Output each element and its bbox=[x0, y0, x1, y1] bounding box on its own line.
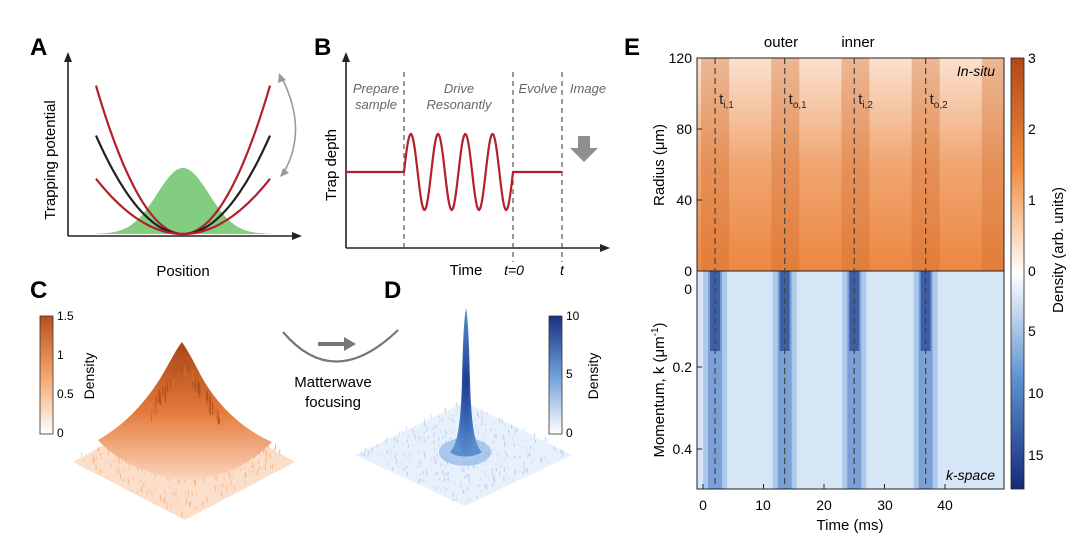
x-tick-time: 30 bbox=[877, 497, 893, 513]
y-ticks-momentum: 0 0.2 0.4 bbox=[673, 281, 702, 457]
x-tick-time: 20 bbox=[816, 497, 832, 513]
panel-d: D 10 5 0 Density bbox=[355, 277, 601, 506]
trap-depth-curve bbox=[346, 132, 562, 212]
colorbar-c-tick: 1 bbox=[57, 348, 64, 362]
panel-a: A Position Trapping potential bbox=[30, 34, 302, 280]
colorbar-e-tick: 10 bbox=[1028, 385, 1044, 401]
colorbar-e-label: Density (arb. units) bbox=[1050, 187, 1067, 313]
colorbar-c-tick: 0.5 bbox=[57, 387, 74, 401]
y-tick-momentum: 0.4 bbox=[673, 441, 693, 457]
marker-t: t bbox=[560, 262, 565, 278]
colorbar-d-label: Density bbox=[585, 353, 601, 400]
y-tick-momentum: 0 bbox=[684, 281, 692, 297]
y-tick-radius: 40 bbox=[676, 192, 692, 208]
y-label-a: Trapping potential bbox=[42, 100, 59, 220]
panel-label-b: B bbox=[314, 34, 331, 61]
y-label-momentum: Momentum, k (μm-1) bbox=[650, 322, 668, 457]
y-label-b: Trap depth bbox=[323, 129, 340, 201]
time-markers: ti,1 to,1 ti,2 to,2 bbox=[714, 58, 949, 489]
insitu-label: In-situ bbox=[957, 63, 995, 79]
focusing-label-1: Matterwave bbox=[294, 374, 372, 391]
colorbar-e-tick: 5 bbox=[1028, 323, 1036, 339]
top-label-inner: inner bbox=[841, 34, 874, 51]
time-marker-label: ti,1 bbox=[719, 91, 734, 111]
surface-peak-c bbox=[98, 342, 272, 480]
y-tick-momentum: 0.2 bbox=[673, 359, 693, 375]
kspace-label: k-space bbox=[946, 467, 995, 483]
lens-arc bbox=[282, 329, 399, 363]
y-axis-arrow-a bbox=[64, 52, 72, 62]
colorbar-e-tick: 2 bbox=[1028, 121, 1036, 137]
colorbar-d-tick: 10 bbox=[566, 309, 580, 323]
phase-label-prepare-2: sample bbox=[355, 97, 397, 112]
focusing-label-2: focusing bbox=[305, 394, 361, 411]
marker-t0: t=0 bbox=[504, 262, 524, 278]
focusing-arrow-icon bbox=[344, 337, 356, 351]
y-tick-radius: 120 bbox=[669, 50, 693, 66]
panel-label-a: A bbox=[30, 34, 47, 61]
panel-label-d: D bbox=[384, 277, 401, 304]
y-axis-arrow-b bbox=[342, 52, 350, 62]
y-label-radius: Radius (μm) bbox=[651, 124, 668, 206]
y-tick-radius: 80 bbox=[676, 121, 692, 137]
heatmap-frame bbox=[696, 57, 1005, 490]
modulation-arrowhead-bottom bbox=[280, 168, 289, 177]
x-axis-arrow-a bbox=[292, 232, 302, 240]
colorbar-c bbox=[39, 315, 54, 435]
x-tick-time: 0 bbox=[699, 497, 707, 513]
phase-label-image: Image bbox=[570, 81, 606, 96]
y-label-momentum-sup: -1 bbox=[650, 327, 661, 336]
x-tick-time: 10 bbox=[755, 497, 771, 513]
density-profile-a bbox=[96, 168, 270, 234]
colorbar-e-tick: 3 bbox=[1028, 50, 1036, 66]
panel-label-c: C bbox=[30, 277, 47, 304]
x-ticks-time: 0 10 20 30 40 bbox=[699, 484, 953, 513]
y-label-momentum-text: Momentum, k (μm bbox=[651, 336, 668, 457]
panel-c: C 1.5 1 0.5 0 Density bbox=[30, 277, 295, 520]
panel-b: B Prepare sample Drive Resonantly Evolve… bbox=[314, 34, 610, 279]
y-tick-radius: 0 bbox=[684, 263, 692, 279]
potential-curve-weak bbox=[95, 178, 271, 236]
x-label-b: Time bbox=[450, 262, 483, 279]
modulation-arrow bbox=[281, 77, 297, 173]
phase-label-prepare-1: Prepare bbox=[353, 81, 399, 96]
panel-e: E ti,1 to,1 ti,2 to,2 outer inner In-situ k… bbox=[624, 34, 1067, 534]
time-marker-label: ti,2 bbox=[858, 91, 873, 111]
x-label-e: Time (ms) bbox=[817, 517, 884, 534]
x-axis-arrow-b bbox=[600, 244, 610, 252]
heatmap-insitu-fade bbox=[697, 58, 1004, 271]
colorbar-d bbox=[548, 315, 563, 435]
heatmap-insitu-bands bbox=[701, 58, 1004, 271]
phase-label-drive-2: Resonantly bbox=[426, 97, 493, 112]
colorbar-c-tick: 0 bbox=[57, 426, 64, 440]
panel-label-e: E bbox=[624, 34, 640, 61]
colorbar-e-tick: 1 bbox=[1028, 192, 1036, 208]
phase-label-drive-1: Drive bbox=[444, 81, 474, 96]
y-label-momentum-end: ) bbox=[651, 322, 668, 327]
colorbar-c-label: Density bbox=[81, 353, 97, 400]
focusing-annotation: Matterwave focusing bbox=[282, 329, 399, 411]
x-label-a: Position bbox=[156, 263, 209, 280]
surface-peak-texture-c bbox=[151, 353, 220, 425]
phase-label-evolve: Evolve bbox=[518, 81, 557, 96]
top-label-outer: outer bbox=[764, 34, 798, 51]
colorbar-d-tick: 0 bbox=[566, 426, 573, 440]
modulation-arrowhead-top bbox=[278, 73, 286, 83]
surface-peak-d bbox=[450, 308, 482, 457]
colorbar-c-tick: 1.5 bbox=[57, 309, 74, 323]
y-ticks-radius: 120 80 40 0 bbox=[669, 50, 702, 279]
x-tick-time: 40 bbox=[937, 497, 953, 513]
colorbar-d-tick: 5 bbox=[566, 367, 573, 381]
colorbar-e-tick: 0 bbox=[1028, 263, 1036, 279]
colorbar-e bbox=[1010, 57, 1025, 490]
imaging-arrow-icon bbox=[570, 136, 598, 162]
time-marker-label: to,1 bbox=[789, 91, 808, 111]
colorbar-e-tick: 15 bbox=[1028, 447, 1044, 463]
time-marker-label: to,2 bbox=[930, 91, 949, 111]
